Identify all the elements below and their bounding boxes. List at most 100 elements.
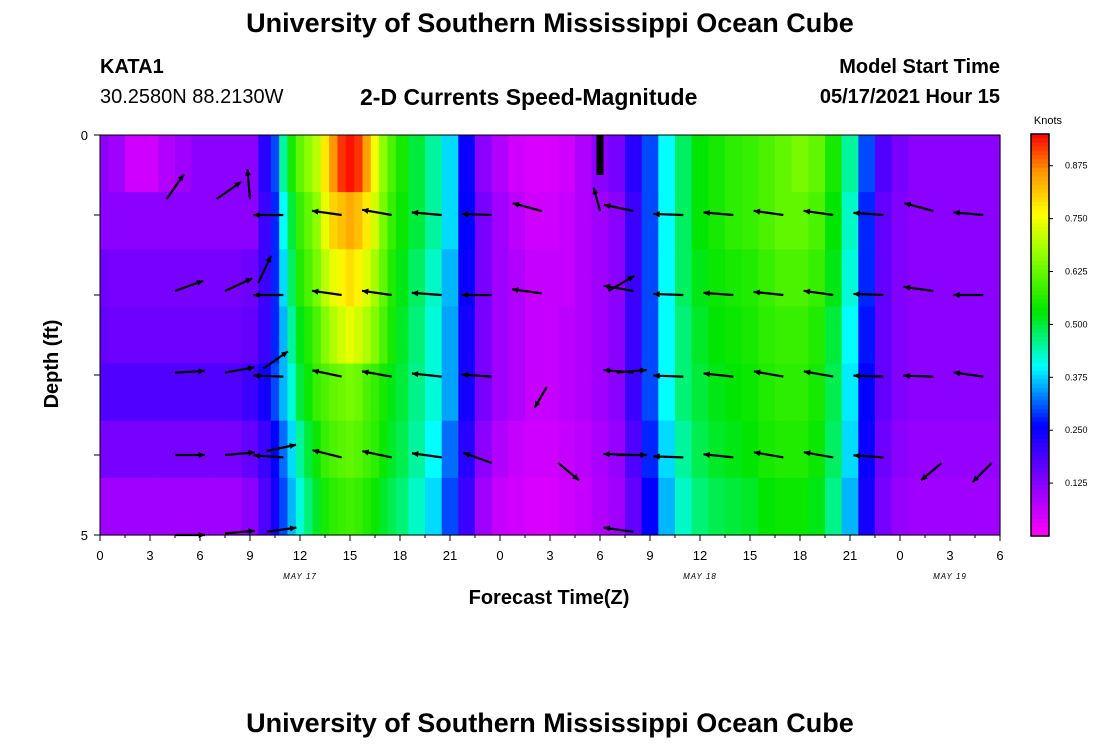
heat-cell <box>841 477 859 536</box>
x-tick-label: 3 <box>546 548 553 563</box>
x-tick-label: 12 <box>693 548 707 563</box>
current-vector <box>803 450 834 459</box>
vector-head <box>245 278 253 284</box>
heat-cell <box>758 477 776 536</box>
heat-cell <box>258 420 272 479</box>
heat-cell <box>295 135 305 193</box>
current-vector <box>653 291 684 298</box>
heat-cell <box>225 192 243 250</box>
current-vector <box>362 449 392 459</box>
colorbar-cell <box>1031 375 1049 381</box>
heat-cell <box>508 363 526 422</box>
heat-cell <box>691 420 709 479</box>
heat-cell <box>675 135 693 193</box>
heat-cell <box>208 420 226 479</box>
vector-head <box>248 528 255 535</box>
colorbar-cell <box>1031 176 1049 182</box>
heat-cell <box>908 135 926 193</box>
colorbar-cell <box>1031 138 1049 144</box>
heat-cell <box>908 306 926 365</box>
heat-cell <box>958 135 976 193</box>
current-vector <box>853 291 884 298</box>
heat-cell <box>525 420 543 479</box>
heat-cell <box>100 249 109 308</box>
heat-cell <box>858 420 876 479</box>
heat-cell <box>925 192 943 250</box>
heat-cell <box>387 306 397 365</box>
heat-cell <box>491 135 509 193</box>
colorbar-cell <box>1031 134 1049 139</box>
colorbar-unit: Knots <box>1034 115 1063 127</box>
heat-cell <box>125 135 143 193</box>
vector-head <box>411 371 419 378</box>
heat-cell <box>354 192 364 250</box>
heat-cell <box>425 420 443 479</box>
heat-cell <box>141 363 159 422</box>
heat-cell <box>279 306 289 365</box>
vector-head <box>753 450 761 457</box>
heat-cell <box>208 249 226 308</box>
vector-head <box>903 284 911 291</box>
current-vector <box>411 371 442 378</box>
heat-cell <box>525 135 543 193</box>
current-vectors <box>165 169 993 539</box>
heat-cell <box>387 192 397 250</box>
vector-head <box>603 283 611 290</box>
heat-cell <box>558 477 576 536</box>
heat-cell <box>875 477 893 536</box>
heat-cell <box>575 192 593 250</box>
heat-cell <box>441 477 459 536</box>
heat-cell <box>108 477 126 536</box>
colorbar-cell <box>1031 400 1049 406</box>
current-vector <box>224 365 255 374</box>
colorbar-cell <box>1031 239 1049 245</box>
current-vector <box>361 288 392 297</box>
heat-cell <box>354 135 364 193</box>
heat-cell <box>825 306 843 365</box>
heat-cell <box>691 477 709 536</box>
heat-cell <box>395 477 409 536</box>
heat-cell <box>287 363 297 422</box>
vector-head <box>248 449 255 456</box>
heat-cell <box>304 420 314 479</box>
heat-cell <box>458 420 476 479</box>
heat-cell <box>975 249 993 308</box>
heat-cell <box>491 477 509 536</box>
vector-head <box>603 525 611 532</box>
colorbar-cell <box>1031 320 1049 326</box>
heat-cell <box>387 363 397 422</box>
vector-head <box>411 451 419 458</box>
colorbar-cell <box>1031 383 1049 389</box>
heat-cell <box>558 135 576 193</box>
heat-cell <box>312 192 322 250</box>
heat-cell <box>575 363 593 422</box>
heat-cell <box>875 249 893 308</box>
current-vector <box>461 211 492 218</box>
vector-head <box>312 368 320 375</box>
colorbar-cell <box>1031 366 1049 372</box>
heat-cell <box>475 477 493 536</box>
heat-cell <box>100 477 109 536</box>
heat-cell <box>225 477 243 536</box>
colorbar-cell <box>1031 163 1049 169</box>
heat-cell <box>908 477 926 536</box>
current-vector <box>603 203 634 213</box>
current-vector <box>753 369 784 378</box>
heat-cell <box>991 192 1001 250</box>
colorbar-cell <box>1031 485 1049 491</box>
current-vector <box>603 525 634 533</box>
heat-cell <box>125 363 143 422</box>
heat-cell <box>891 363 909 422</box>
heat-cell <box>408 249 426 308</box>
heat-cell <box>508 306 526 365</box>
heat-cell <box>379 477 389 536</box>
colorbar-tick-label: 0.125 <box>1065 478 1088 488</box>
heat-cell <box>691 306 709 365</box>
vector-head <box>253 211 260 219</box>
speed-heatmap <box>100 135 1001 536</box>
heat-cell <box>725 420 743 479</box>
vector-head <box>253 452 260 459</box>
heat-cell <box>108 306 126 365</box>
heat-cell <box>175 192 193 250</box>
colorbar-cell <box>1031 425 1049 431</box>
